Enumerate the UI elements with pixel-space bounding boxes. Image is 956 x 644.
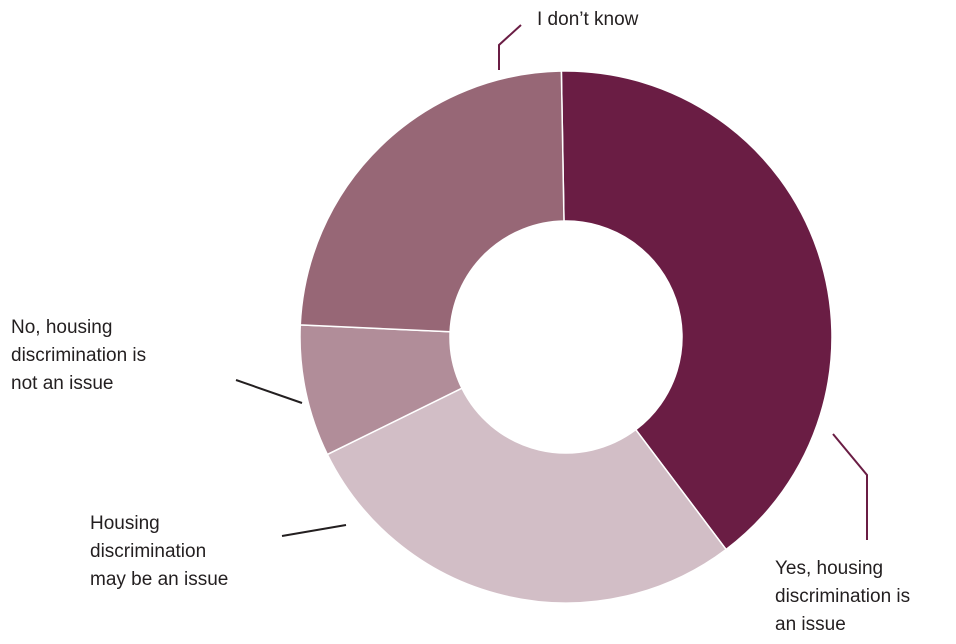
slice-label-may-be-an-issue: Housing discrimination may be an issue [90, 510, 228, 594]
slice-label-i-dont-know: I don’t know [537, 6, 638, 34]
slice-is-an-issue [560, 70, 833, 551]
slice-label-line: discrimination is [775, 586, 911, 607]
leader-lines [235, 24, 868, 540]
slice-label-line: not an issue [11, 373, 114, 394]
leader-line-is-an-issue [832, 433, 868, 540]
slice-label-line: I don’t know [537, 9, 639, 30]
slice-may-be-an-issue [326, 387, 728, 604]
leader-line-may-be-an-issue [281, 524, 347, 537]
slice-label-line: may be an issue [90, 569, 229, 590]
slice-label-line: an issue [775, 614, 846, 635]
slice-label-line: Housing [90, 513, 160, 534]
leader-line-i-dont-know [498, 24, 522, 70]
leader-line-not-an-issue [235, 379, 303, 404]
donut-slices [299, 70, 833, 604]
slice-label-line: Yes, housing [775, 558, 884, 579]
slice-label-line: discrimination [90, 541, 207, 562]
slice-i-dont-know [299, 70, 565, 333]
slice-label-is-an-issue: Yes, housing discrimination is an issue [775, 555, 910, 639]
slice-label-not-an-issue: No, housing discrimination is not an iss… [11, 314, 146, 398]
slice-label-line: discrimination is [11, 345, 147, 366]
slice-label-line: No, housing [11, 317, 113, 338]
